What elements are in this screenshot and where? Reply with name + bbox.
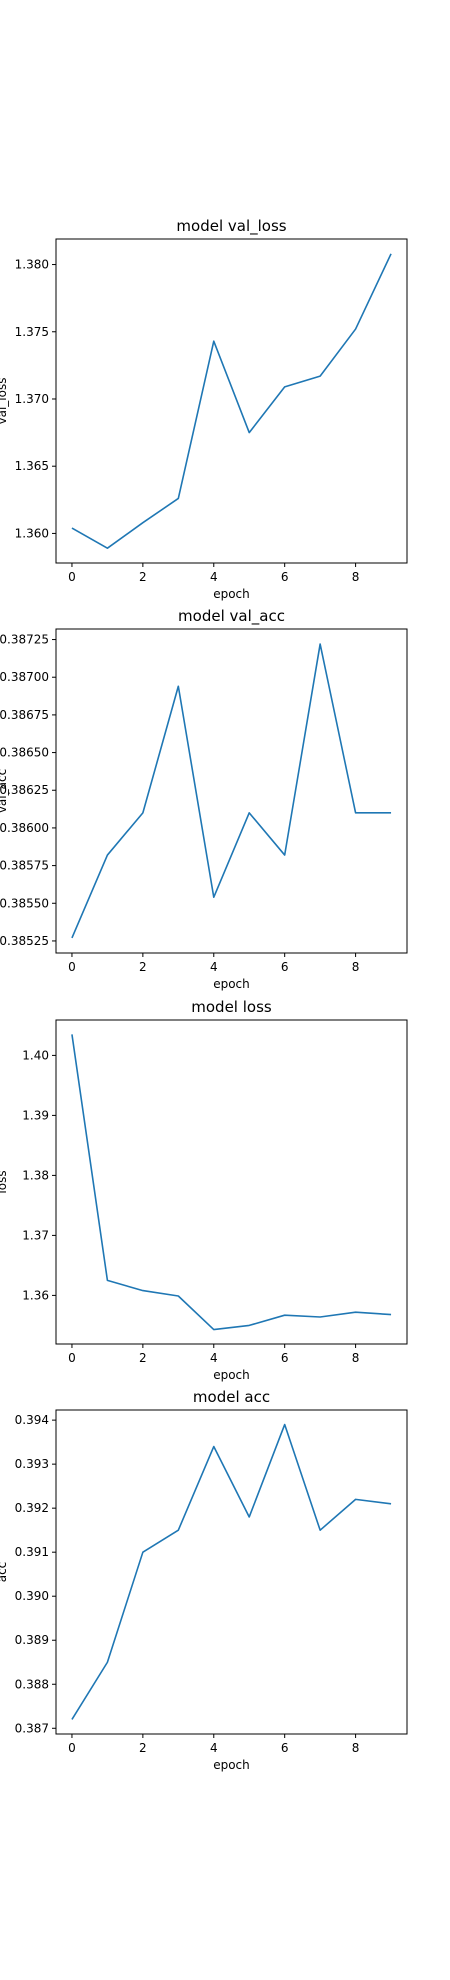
x-tick-label: 2 xyxy=(139,570,147,584)
y-tick-label: 0.38550 xyxy=(0,896,49,910)
plot-frame xyxy=(55,238,408,564)
y-axis-label: loss xyxy=(0,1170,9,1193)
x-tick-label: 2 xyxy=(139,960,147,974)
x-tick-label: 2 xyxy=(139,1351,147,1365)
y-tick-label: 0.391 xyxy=(15,1545,49,1559)
y-tick-label: 0.38700 xyxy=(0,670,49,684)
x-tick-label: 0 xyxy=(68,570,76,584)
chart-3: model acc 0 2 4 6 8 0.387 0.388 0.389 0.390 0.391 0… xyxy=(0,1388,408,1772)
y-tick-label: 1.360 xyxy=(15,526,49,540)
series-line xyxy=(71,643,392,939)
y-tick-label: 0.390 xyxy=(15,1589,49,1603)
x-tick-label: 0 xyxy=(68,960,76,974)
y-tick-label: 1.36 xyxy=(22,1288,49,1302)
y-axis-label: val_acc xyxy=(0,769,9,813)
chart-title: model val_acc xyxy=(178,607,285,626)
y-tick-label: 1.375 xyxy=(15,325,49,339)
x-tick-label: 4 xyxy=(210,960,218,974)
x-tick-label: 0 xyxy=(68,1351,76,1365)
chart-title: model val_loss xyxy=(176,217,286,236)
x-tick-label: 6 xyxy=(281,570,289,584)
x-axis-label: epoch xyxy=(213,587,250,601)
x-axis-label: epoch xyxy=(213,1368,250,1382)
y-tick-label: 0.389 xyxy=(15,1633,49,1647)
y-tick-label: 0.38600 xyxy=(0,821,49,835)
y-tick-label: 0.38650 xyxy=(0,746,49,760)
y-tick-label: 1.370 xyxy=(15,392,49,406)
y-tick-label: 0.393 xyxy=(15,1457,49,1471)
chart-1: model val_acc 0 2 4 6 8 0.38525 0.38550 0.38575 0… xyxy=(0,607,408,991)
y-tick-label: 0.38675 xyxy=(0,708,49,722)
plot-frame xyxy=(55,628,408,954)
x-tick-label: 4 xyxy=(210,1351,218,1365)
y-tick-label: 0.38525 xyxy=(0,934,49,948)
plot-frame xyxy=(55,1409,408,1735)
y-tick-label: 1.40 xyxy=(22,1048,49,1062)
x-tick-label: 8 xyxy=(352,1351,360,1365)
x-tick-label: 4 xyxy=(210,1741,218,1755)
y-tick-label: 1.38 xyxy=(22,1168,49,1182)
y-tick-label: 1.39 xyxy=(22,1108,49,1122)
x-tick-label: 2 xyxy=(139,1741,147,1755)
x-tick-label: 6 xyxy=(281,1741,289,1755)
plot-frame xyxy=(55,1019,408,1345)
series-line xyxy=(71,1423,392,1720)
y-tick-label: 0.38625 xyxy=(0,783,49,797)
y-tick-label: 0.387 xyxy=(15,1721,49,1735)
y-tick-label: 1.365 xyxy=(15,459,49,473)
chart-title: model acc xyxy=(193,1388,270,1406)
x-axis-label: epoch xyxy=(213,1758,250,1772)
x-tick-label: 6 xyxy=(281,1351,289,1365)
y-tick-label: 0.38725 xyxy=(0,633,49,647)
y-tick-label: 1.380 xyxy=(15,258,49,272)
chart-0: model val_loss 0 2 4 6 8 1.360 1.365 1.370 1.375 1… xyxy=(0,217,408,601)
x-tick-label: 8 xyxy=(352,570,360,584)
x-tick-label: 8 xyxy=(352,960,360,974)
x-tick-label: 4 xyxy=(210,570,218,584)
y-tick-label: 0.394 xyxy=(15,1413,49,1427)
y-tick-label: 1.37 xyxy=(22,1228,49,1242)
y-tick-label: 0.388 xyxy=(15,1677,49,1691)
y-axis-label: val_loss xyxy=(0,378,9,425)
y-axis-label: acc xyxy=(0,1562,9,1583)
x-tick-label: 6 xyxy=(281,960,289,974)
x-axis-label: epoch xyxy=(213,977,250,991)
x-tick-label: 8 xyxy=(352,1741,360,1755)
series-line xyxy=(71,253,392,550)
x-tick-label: 0 xyxy=(68,1741,76,1755)
y-tick-label: 0.38575 xyxy=(0,859,49,873)
y-tick-label: 0.392 xyxy=(15,1501,49,1515)
chart-2: model loss 0 2 4 6 8 1.36 1.37 1.38 1.39 1.40 epoch… xyxy=(0,998,408,1382)
series-line xyxy=(71,1034,392,1331)
chart-title: model loss xyxy=(191,998,272,1016)
